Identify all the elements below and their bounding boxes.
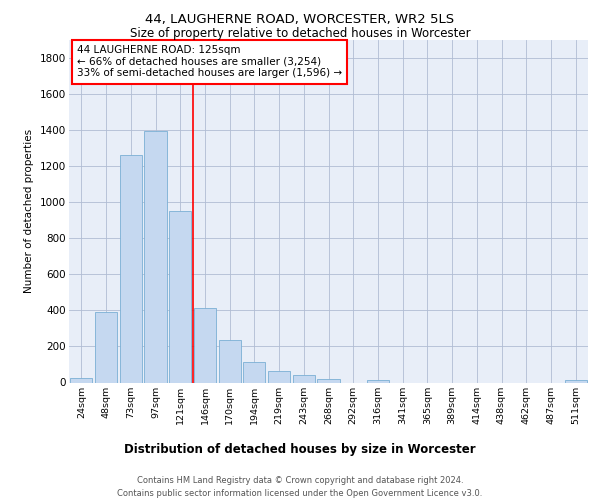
Bar [169, 211, 191, 382]
Bar [565, 380, 587, 382]
Bar [70, 378, 92, 382]
Bar [268, 371, 290, 382]
Text: Size of property relative to detached houses in Worcester: Size of property relative to detached ho… [130, 28, 470, 40]
Bar [293, 375, 315, 382]
Bar [95, 312, 117, 382]
Bar [218, 340, 241, 382]
Bar [243, 362, 265, 382]
Bar [145, 131, 167, 382]
Text: Distribution of detached houses by size in Worcester: Distribution of detached houses by size … [124, 442, 476, 456]
Text: 44, LAUGHERNE ROAD, WORCESTER, WR2 5LS: 44, LAUGHERNE ROAD, WORCESTER, WR2 5LS [145, 12, 455, 26]
Bar [367, 380, 389, 382]
Text: 44 LAUGHERNE ROAD: 125sqm
← 66% of detached houses are smaller (3,254)
33% of se: 44 LAUGHERNE ROAD: 125sqm ← 66% of detac… [77, 45, 342, 78]
Text: Contains HM Land Registry data © Crown copyright and database right 2024.: Contains HM Land Registry data © Crown c… [137, 476, 463, 485]
Bar [119, 156, 142, 382]
Bar [194, 308, 216, 382]
Text: Contains public sector information licensed under the Open Government Licence v3: Contains public sector information licen… [118, 489, 482, 498]
Y-axis label: Number of detached properties: Number of detached properties [25, 129, 34, 294]
Bar [317, 379, 340, 382]
